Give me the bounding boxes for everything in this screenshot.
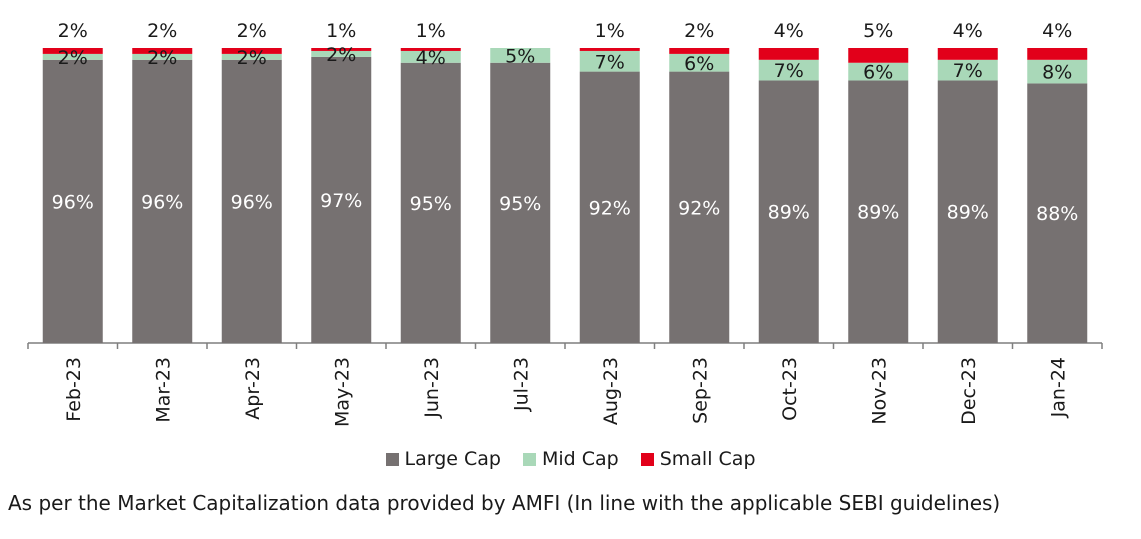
bar-small-cap-aug-23 <box>579 48 640 51</box>
bar-mid-cap-mar-23 <box>132 53 193 60</box>
bar-large-cap-sep-23 <box>669 71 730 343</box>
bar-mid-cap-jun-23 <box>400 50 461 63</box>
bar-small-cap-nov-23 <box>848 48 909 63</box>
bar-large-cap-feb-23 <box>42 59 103 344</box>
x-tick-label: Apr-23 <box>242 357 264 420</box>
data-label-mid-cap: 7% <box>774 60 804 82</box>
bar-small-cap-jan-24 <box>1027 48 1088 60</box>
legend-swatch-small-cap <box>640 452 654 466</box>
bar-small-cap-jun-23 <box>400 48 461 51</box>
data-label-small-cap: 2% <box>684 20 714 42</box>
bar-mid-cap-oct-23 <box>758 59 819 81</box>
data-label-mid-cap: 2% <box>237 47 267 69</box>
data-label-mid-cap: 2% <box>326 44 356 66</box>
chart-footnote: As per the Market Capitalization data pr… <box>8 491 1001 515</box>
legend-item-small-cap: Small Cap <box>640 448 756 470</box>
bar-large-cap-jun-23 <box>400 62 461 343</box>
data-label-large-cap: 96% <box>52 191 94 213</box>
data-label-mid-cap: 8% <box>1042 62 1072 84</box>
data-label-mid-cap: 2% <box>58 47 88 69</box>
data-label-small-cap: 2% <box>58 20 88 42</box>
bar-large-cap-aug-23 <box>579 71 640 343</box>
data-label-large-cap: 88% <box>1036 203 1078 225</box>
data-label-mid-cap: 6% <box>684 53 714 75</box>
bar-mid-cap-feb-23 <box>42 53 103 60</box>
data-label-mid-cap: 4% <box>416 47 446 69</box>
x-tick-label: Nov-23 <box>868 357 890 425</box>
legend-label-mid-cap: Mid Cap <box>541 448 619 470</box>
bar-mid-cap-may-23 <box>311 50 372 57</box>
legend-item-mid-cap: Mid Cap <box>522 448 619 470</box>
bar-small-cap-dec-23 <box>937 48 998 60</box>
bar-small-cap-oct-23 <box>758 48 819 60</box>
data-label-large-cap: 92% <box>678 197 720 219</box>
bar-large-cap-oct-23 <box>758 80 819 343</box>
chart-legend: Large Cap Mid Cap Small Cap <box>0 446 1141 472</box>
data-label-small-cap: 2% <box>237 20 267 42</box>
bar-small-cap-sep-23 <box>669 48 730 54</box>
data-label-large-cap: 97% <box>320 190 362 212</box>
data-label-large-cap: 96% <box>231 191 273 213</box>
data-label-small-cap: 1% <box>326 20 356 42</box>
x-tick-label: Oct-23 <box>779 357 801 421</box>
data-label-mid-cap: 7% <box>953 60 983 82</box>
bar-large-cap-dec-23 <box>937 80 998 343</box>
stacked-bar-chart: 96% 2% 2% Feb-23 96% 2% 2% Mar-23 96% 2% 2% Apr-23 9… <box>27 20 1103 427</box>
data-label-mid-cap: 7% <box>595 51 625 73</box>
legend-label-large-cap: Large Cap <box>404 448 501 470</box>
x-tick-label: Feb-23 <box>63 357 85 422</box>
data-label-small-cap: 4% <box>953 20 983 42</box>
legend-label-small-cap: Small Cap <box>659 448 756 470</box>
data-label-mid-cap: 2% <box>147 47 177 69</box>
x-tick-label: Jun-23 <box>421 357 443 419</box>
data-label-large-cap: 96% <box>141 191 183 213</box>
x-tick-label: Mar-23 <box>152 357 174 423</box>
bar-small-cap-may-23 <box>311 48 372 51</box>
bar-large-cap-jan-24 <box>1027 83 1088 344</box>
data-label-small-cap: 2% <box>147 20 177 42</box>
x-tick-label: Jan-24 <box>1047 357 1069 418</box>
bar-mid-cap-jul-23 <box>490 48 551 63</box>
x-tick-label: Sep-23 <box>689 357 711 424</box>
bar-large-cap-mar-23 <box>132 59 193 344</box>
bar-large-cap-nov-23 <box>848 80 909 343</box>
x-tick-label: May-23 <box>331 357 353 427</box>
data-label-small-cap: 1% <box>595 20 625 42</box>
legend-item-large-cap: Large Cap <box>385 448 501 470</box>
data-label-small-cap: 1% <box>416 20 446 42</box>
data-label-large-cap: 89% <box>857 202 899 224</box>
data-label-large-cap: 95% <box>499 193 541 215</box>
data-label-mid-cap: 5% <box>505 45 535 67</box>
bar-mid-cap-sep-23 <box>669 53 730 72</box>
bar-mid-cap-nov-23 <box>848 62 909 81</box>
bar-large-cap-may-23 <box>311 56 372 343</box>
bar-small-cap-feb-23 <box>42 48 103 54</box>
bar-mid-cap-jan-24 <box>1027 59 1088 84</box>
data-label-large-cap: 92% <box>589 197 631 219</box>
data-label-small-cap: 5% <box>863 20 893 42</box>
data-label-large-cap: 95% <box>410 193 452 215</box>
bar-mid-cap-aug-23 <box>579 50 640 72</box>
legend-swatch-large-cap <box>385 452 399 466</box>
data-label-large-cap: 89% <box>947 202 989 224</box>
bar-small-cap-apr-23 <box>221 48 282 54</box>
bar-mid-cap-dec-23 <box>937 59 998 81</box>
legend-swatch-mid-cap <box>522 452 536 466</box>
bar-small-cap-mar-23 <box>132 48 193 54</box>
bar-large-cap-jul-23 <box>490 62 551 343</box>
x-tick-label: Aug-23 <box>600 357 622 425</box>
data-label-large-cap: 89% <box>768 202 810 224</box>
data-label-mid-cap: 6% <box>863 62 893 84</box>
x-tick-label: Jul-23 <box>510 357 532 412</box>
x-tick-label: Dec-23 <box>958 357 980 425</box>
data-label-small-cap: 4% <box>1042 20 1072 42</box>
data-label-small-cap: 4% <box>774 20 804 42</box>
bar-mid-cap-apr-23 <box>221 53 282 60</box>
bar-large-cap-apr-23 <box>221 59 282 344</box>
